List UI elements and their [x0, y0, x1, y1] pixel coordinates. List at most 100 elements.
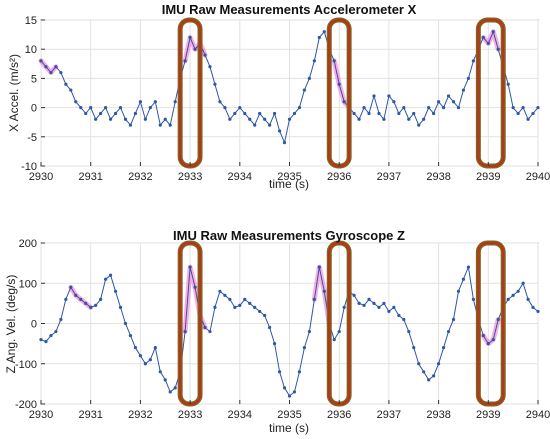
data-point [218, 289, 222, 293]
data-point [183, 329, 187, 334]
data-point [268, 123, 272, 127]
data-point [263, 117, 267, 121]
data-point [49, 70, 53, 75]
data-point [123, 321, 128, 326]
data-point [203, 325, 207, 330]
data-point [456, 289, 461, 293]
x-tick-label: 2937 [377, 171, 401, 183]
data-point [54, 65, 58, 69]
data-point [377, 305, 381, 309]
data-point [352, 111, 356, 116]
data-point [372, 301, 376, 305]
x-tick-label: 2936 [327, 409, 351, 421]
data-point [496, 317, 500, 322]
accelerometer-x-label: time (s) [269, 177, 309, 191]
data-point [59, 317, 63, 322]
data-point [412, 346, 416, 350]
data-point [158, 123, 162, 127]
data-point [432, 374, 436, 378]
y-tick-label: 100 [19, 278, 37, 290]
data-point [213, 82, 217, 86]
data-point [292, 390, 297, 394]
data-point [297, 106, 302, 110]
data-point [74, 100, 78, 104]
data-point [233, 305, 237, 309]
data-point [108, 117, 113, 121]
data-point [163, 117, 167, 121]
data-point [84, 111, 88, 116]
data-point [253, 305, 257, 309]
data-point [153, 100, 157, 104]
data-point [133, 111, 138, 116]
data-point [486, 41, 490, 45]
data-point [441, 346, 446, 350]
data-point [258, 111, 262, 116]
data-point [193, 285, 197, 289]
x-tick-label: 2930 [29, 409, 53, 421]
data-point [332, 338, 336, 342]
data-point [417, 123, 421, 127]
accelerometer-y-ticks: -10 -5 0 5 10 15 [21, 15, 45, 173]
data-point [387, 309, 391, 314]
data-point [297, 370, 302, 374]
data-point [223, 106, 227, 110]
data-point [451, 317, 456, 322]
data-point [357, 117, 361, 121]
data-point [238, 303, 242, 307]
data-point [79, 106, 83, 110]
data-point [407, 329, 411, 334]
data-point [108, 273, 113, 277]
y-tick-label: 0 [31, 319, 37, 331]
data-point [79, 297, 83, 301]
data-point [59, 70, 63, 75]
data-point [44, 340, 48, 344]
data-point [168, 123, 172, 127]
x-tick-label: 2932 [128, 409, 152, 421]
data-point [302, 346, 307, 350]
data-point [64, 297, 68, 301]
data-point [427, 106, 431, 110]
data-point [506, 297, 510, 301]
data-point [382, 117, 386, 121]
data-point [253, 123, 257, 127]
data-point [437, 362, 441, 366]
data-point [99, 297, 103, 301]
data-point [44, 65, 48, 69]
data-point [521, 106, 525, 110]
data-point [322, 289, 326, 293]
data-point [128, 123, 133, 127]
data-point [307, 76, 311, 80]
data-point [272, 342, 277, 346]
data-point [481, 35, 485, 40]
data-point [437, 100, 441, 104]
data-point [531, 111, 535, 116]
data-point [352, 293, 356, 297]
data-point [397, 313, 401, 318]
data-point [69, 285, 73, 289]
x-tick-label: 2939 [476, 409, 500, 421]
data-point [143, 117, 147, 121]
x-tick-label: 2931 [78, 409, 102, 421]
data-point [317, 35, 321, 40]
data-point [521, 281, 525, 285]
data-point [337, 82, 341, 86]
data-point [506, 82, 510, 86]
data-point [446, 329, 451, 334]
data-point [208, 329, 212, 334]
data-point [203, 53, 207, 57]
data-point [238, 106, 242, 110]
data-point [193, 47, 197, 51]
data-point [307, 329, 311, 334]
data-point [213, 305, 217, 309]
data-point [118, 305, 123, 309]
y-tick-label: -100 [15, 359, 37, 371]
gyroscope-chart-title: IMU Raw Measurements Gyroscope Z [173, 228, 405, 243]
data-point [228, 117, 232, 121]
data-point [422, 117, 426, 121]
data-point [218, 100, 222, 104]
data-point [94, 303, 98, 307]
x-tick-label: 2937 [377, 409, 401, 421]
data-point [263, 313, 267, 318]
data-point [39, 338, 43, 342]
data-point [402, 106, 406, 110]
